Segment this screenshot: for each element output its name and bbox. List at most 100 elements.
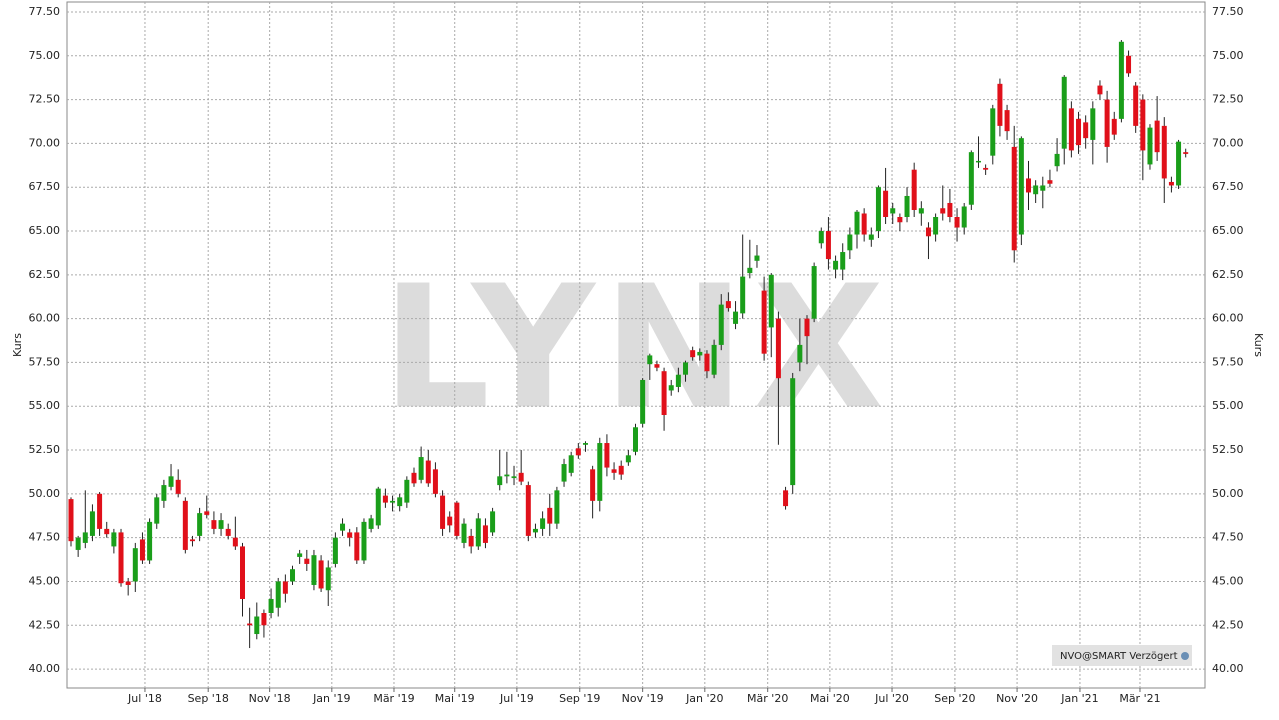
candle-body (268, 598, 274, 614)
candle-body (883, 190, 889, 217)
candle-body (361, 521, 367, 561)
candle-body (1154, 120, 1160, 153)
candle-body (332, 537, 338, 564)
x-tick-label: Jan '21 (1060, 692, 1098, 705)
candle-body (875, 187, 881, 232)
candle-body (1004, 110, 1010, 132)
candle-body (68, 499, 74, 542)
legend-text: NVO@SMART Verzögert (1060, 651, 1178, 662)
candle-body (1068, 108, 1074, 151)
candle-body (911, 169, 917, 210)
candle-body (1097, 85, 1103, 95)
y2-tick-label: 67.50 (1212, 180, 1244, 193)
legend-box (1052, 645, 1192, 666)
candle-body (454, 502, 460, 536)
y-tick-label: 75.00 (29, 49, 61, 62)
candle-body (161, 485, 167, 501)
candle-body (804, 318, 810, 337)
candle-body (261, 613, 267, 626)
candle-body (347, 532, 353, 538)
y-tick-label: 65.00 (29, 224, 61, 237)
y2-tick-label: 52.50 (1212, 443, 1244, 456)
candle-body (561, 464, 567, 482)
candle-body (940, 208, 946, 214)
candle-body (768, 274, 774, 328)
candle-body (675, 374, 681, 387)
candle-body (797, 344, 803, 363)
candle-body (511, 476, 517, 479)
candle-body (404, 479, 410, 503)
candle-body (211, 520, 217, 529)
candle-body (1161, 125, 1167, 179)
x-tick-label: Mär '21 (1119, 692, 1160, 705)
candle-body (975, 160, 981, 163)
candle-body (811, 266, 817, 319)
x-tick-label: Jul '20 (874, 692, 909, 705)
candle-body (275, 581, 281, 608)
candles (68, 40, 1189, 649)
candle-body (297, 553, 303, 557)
candle-body (683, 362, 689, 375)
candle-body (375, 488, 381, 526)
candle-body (1083, 122, 1089, 139)
candle-body (432, 469, 438, 494)
candle-body (990, 108, 996, 156)
candle-body (1011, 146, 1017, 251)
candle-body (225, 528, 231, 536)
y2-tick-label: 47.50 (1212, 531, 1244, 544)
candle-body (1126, 55, 1132, 74)
candle-body (647, 355, 653, 365)
x-tick-label: Jul '18 (127, 692, 162, 705)
candle-body (868, 234, 874, 240)
candle-body (447, 516, 453, 526)
y2-tick-label: 42.50 (1212, 618, 1244, 631)
y2-tick-label: 75.00 (1212, 49, 1244, 62)
candle-body (497, 476, 503, 486)
candle-body (554, 490, 560, 524)
candle-body (547, 507, 553, 524)
candle-body (189, 539, 195, 542)
candle-body (840, 252, 846, 270)
y2-axis-label: Kurs (1252, 333, 1265, 357)
candle-body (368, 518, 374, 529)
x-tick-label: Mai '19 (435, 692, 475, 705)
candle-body (482, 525, 488, 543)
y2-tick-label: 55.00 (1212, 399, 1244, 412)
candle-body (1111, 118, 1117, 135)
y2-tick-label: 62.50 (1212, 268, 1244, 281)
candle-body (775, 318, 781, 379)
candle-body (668, 385, 674, 391)
candle-body (1018, 138, 1024, 235)
legend-icon (1181, 652, 1189, 660)
candle-body (625, 455, 631, 463)
candle-body (704, 353, 710, 372)
candle-body (1183, 152, 1189, 154)
candle-body (654, 364, 660, 368)
candle-body (1026, 178, 1032, 193)
candle-body (611, 469, 617, 473)
candle-body (82, 532, 88, 543)
candle-body (354, 532, 360, 561)
candle-body (575, 448, 581, 456)
y2-tick-label: 45.00 (1212, 574, 1244, 587)
candle-body (125, 581, 131, 585)
candle-body (118, 532, 124, 584)
x-tick-label: Jul '19 (499, 692, 534, 705)
x-tick-label: Nov '18 (249, 692, 291, 705)
y2-tick-label: 50.00 (1212, 487, 1244, 500)
candle-body (568, 455, 574, 473)
candle-body (75, 537, 81, 550)
y-axis-label: Kurs (11, 333, 24, 357)
candle-body (954, 216, 960, 228)
candle-body (1118, 41, 1124, 119)
candle-body (1047, 180, 1053, 184)
candle-body (461, 523, 467, 543)
candle-body (783, 490, 789, 507)
candle-body (168, 476, 174, 487)
candle-body (175, 479, 181, 494)
candle-body (754, 255, 760, 261)
x-tick-label: Mär '19 (373, 692, 414, 705)
candle-body (425, 460, 431, 484)
candle-body (418, 457, 424, 480)
